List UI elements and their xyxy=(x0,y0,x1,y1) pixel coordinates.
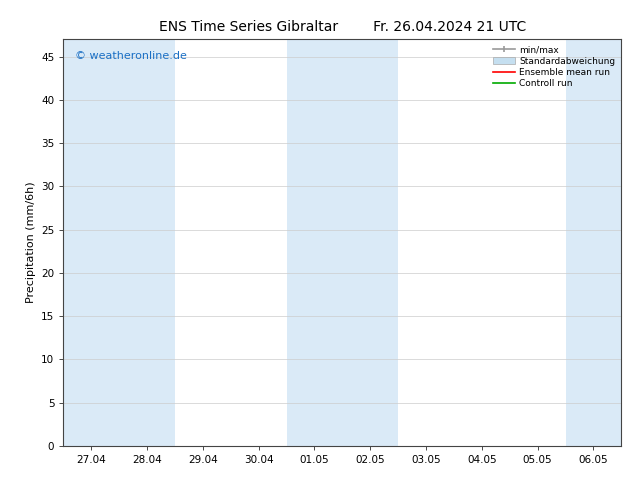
Bar xyxy=(63,39,119,446)
Bar xyxy=(342,39,398,446)
Legend: min/max, Standardabweichung, Ensemble mean run, Controll run: min/max, Standardabweichung, Ensemble me… xyxy=(491,44,617,90)
Title: ENS Time Series Gibraltar        Fr. 26.04.2024 21 UTC: ENS Time Series Gibraltar Fr. 26.04.2024… xyxy=(158,20,526,34)
Y-axis label: Precipitation (mm/6h): Precipitation (mm/6h) xyxy=(25,182,36,303)
Bar xyxy=(287,39,342,446)
Bar xyxy=(119,39,175,446)
Bar xyxy=(566,39,621,446)
Text: © weatheronline.de: © weatheronline.de xyxy=(75,51,186,61)
